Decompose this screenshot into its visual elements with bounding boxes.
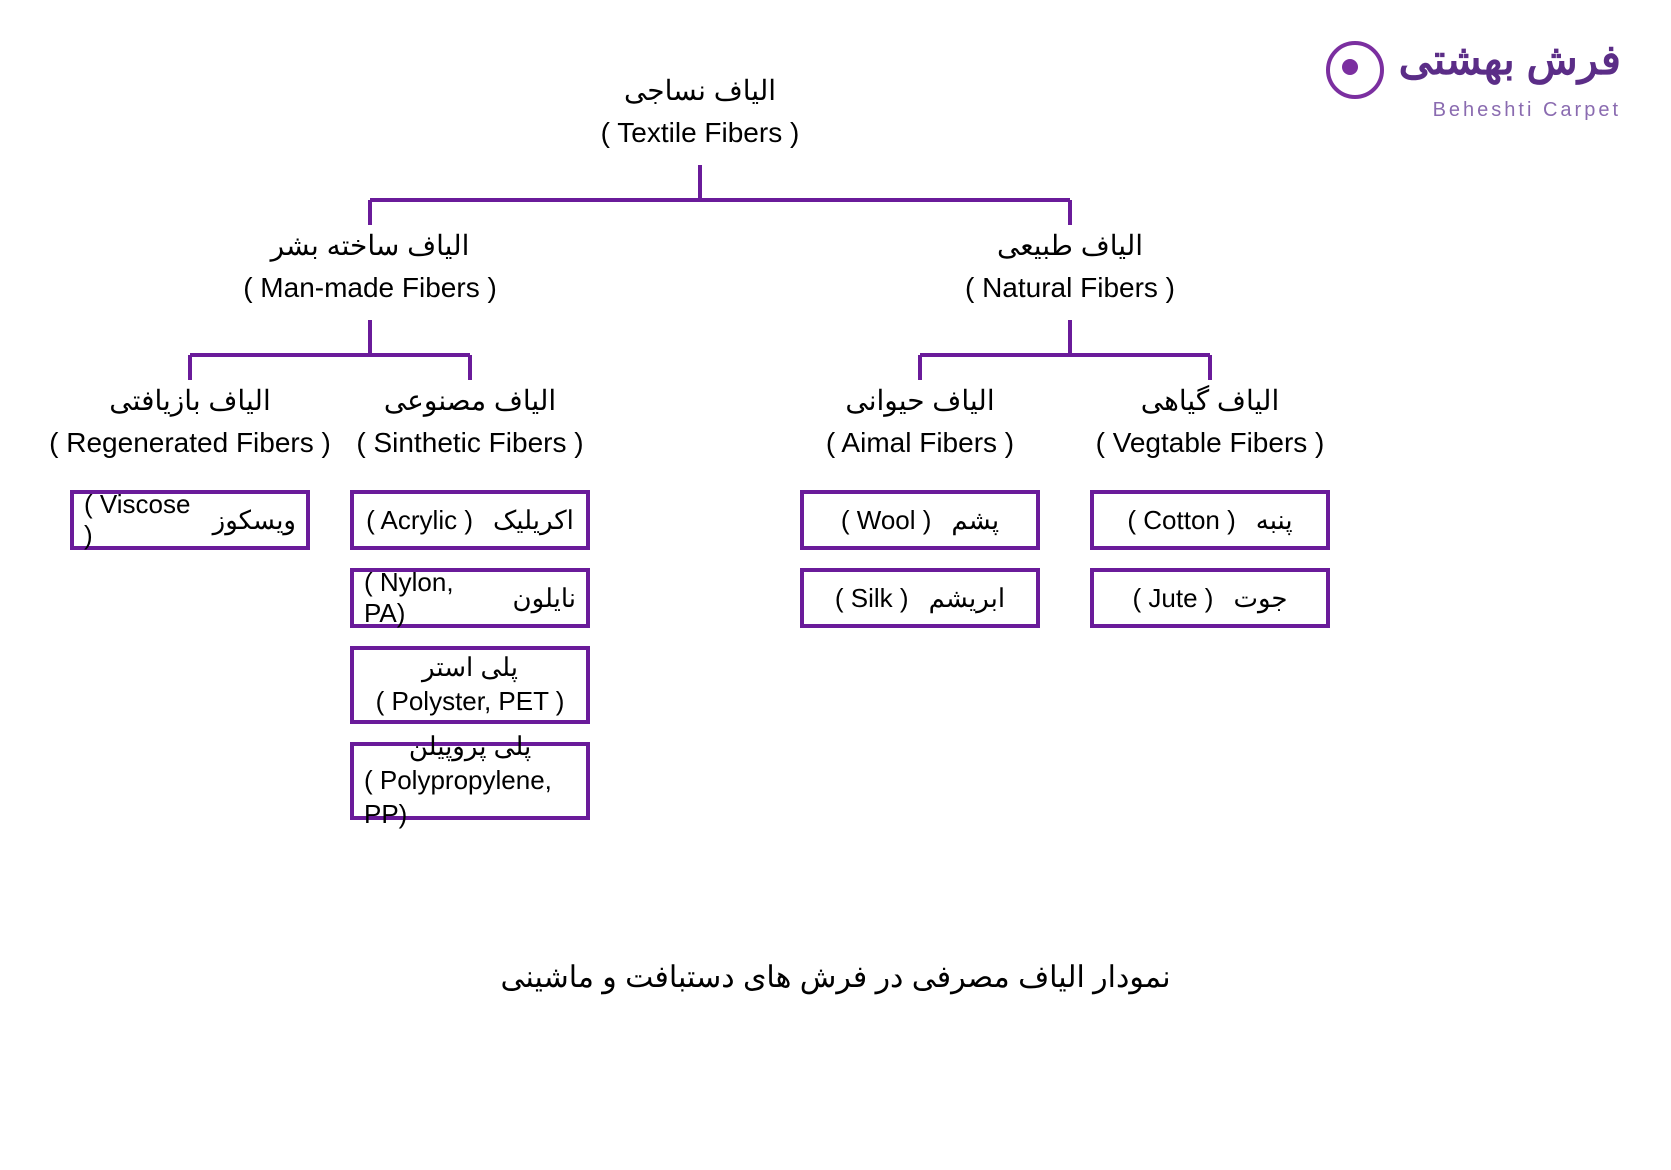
leaf-acrylic: اکریلیک ( Acrylic ): [350, 490, 590, 550]
leaf-polyester-en: ( Polyster, PET ): [376, 685, 565, 719]
leaf-acrylic-en: ( Acrylic ): [366, 505, 473, 536]
leaf-viscose-en: ( Viscose ): [84, 489, 193, 551]
leaf-cotton-en: ( Cotton ): [1127, 505, 1235, 536]
leaf-jute-en: ( Jute ): [1133, 583, 1214, 614]
node-regen: الیاف بازیافتی ( Regenerated Fibers ): [40, 380, 340, 464]
node-natural: الیاف طبیعی ( Natural Fibers ): [930, 225, 1210, 309]
node-manmade: الیاف ساخته بشر ( Man-made Fibers ): [230, 225, 510, 309]
leaf-wool-fa: پشم: [951, 505, 999, 536]
node-root: الیاف نساجی ( Textile Fibers ): [560, 70, 840, 154]
leaf-nylon: نایلون ( Nylon, PA): [350, 568, 590, 628]
leaf-cotton-fa: پنبه: [1256, 505, 1293, 536]
leaf-polypropylene: پلی پروپیلن ( Polypropylene, PP): [350, 742, 590, 820]
leaf-nylon-fa: نایلون: [512, 583, 576, 614]
leaf-jute: جوت ( Jute ): [1090, 568, 1330, 628]
node-synth-en: ( Sinthetic Fibers ): [340, 422, 600, 464]
leaf-acrylic-fa: اکریلیک: [493, 505, 574, 536]
leaf-viscose-fa: ویسکوز: [213, 505, 296, 536]
leaf-wool: پشم ( Wool ): [800, 490, 1040, 550]
node-veget: الیاف گیاهی ( Vegtable Fibers ): [1080, 380, 1340, 464]
node-natural-fa: الیاف طبیعی: [997, 230, 1143, 261]
leaf-viscose: ویسکوز ( Viscose ): [70, 490, 310, 550]
node-animal-fa: الیاف حیوانی: [845, 385, 994, 416]
logo-text-en: Beheshti Carpet: [1326, 99, 1621, 122]
leaf-polyester: پلی استر ( Polyster, PET ): [350, 646, 590, 724]
node-manmade-fa: الیاف ساخته بشر: [271, 230, 470, 261]
leaf-wool-en: ( Wool ): [841, 505, 932, 536]
logo-icon: [1326, 41, 1384, 99]
node-root-en: ( Textile Fibers ): [560, 112, 840, 154]
node-manmade-en: ( Man-made Fibers ): [230, 267, 510, 309]
node-animal: الیاف حیوانی ( Aimal Fibers ): [790, 380, 1050, 464]
leaf-silk: ابریشم ( Silk ): [800, 568, 1040, 628]
node-root-fa: الیاف نساجی: [624, 75, 776, 106]
leaf-cotton: پنبه ( Cotton ): [1090, 490, 1330, 550]
leaf-polypropylene-en: ( Polypropylene, PP): [364, 764, 576, 832]
node-regen-fa: الیاف بازیافتی: [109, 385, 270, 416]
leaf-jute-fa: جوت: [1233, 583, 1287, 614]
node-natural-en: ( Natural Fibers ): [930, 267, 1210, 309]
node-veget-en: ( Vegtable Fibers ): [1080, 422, 1340, 464]
leaf-silk-en: ( Silk ): [835, 583, 909, 614]
node-synth: الیاف مصنوعی ( Sinthetic Fibers ): [340, 380, 600, 464]
brand-logo: فرش بهشتی Beheshti Carpet: [1326, 35, 1621, 122]
leaf-polypropylene-fa: پلی پروپیلن: [409, 730, 531, 764]
leaf-polyester-fa: پلی استر: [422, 651, 518, 685]
diagram-caption: نمودار الیاف مصرفی در فرش های دستبافت و …: [0, 960, 1671, 995]
logo-text-fa: فرش بهشتی: [1399, 36, 1621, 83]
leaf-silk-fa: ابریشم: [929, 583, 1006, 614]
node-regen-en: ( Regenerated Fibers ): [40, 422, 340, 464]
diagram-stage: { "logo": { "brand_fa": "فرش بهشتی", "br…: [0, 0, 1671, 1170]
node-veget-fa: الیاف گیاهی: [1141, 385, 1280, 416]
node-animal-en: ( Aimal Fibers ): [790, 422, 1050, 464]
node-synth-fa: الیاف مصنوعی: [384, 385, 556, 416]
leaf-nylon-en: ( Nylon, PA): [364, 567, 492, 629]
